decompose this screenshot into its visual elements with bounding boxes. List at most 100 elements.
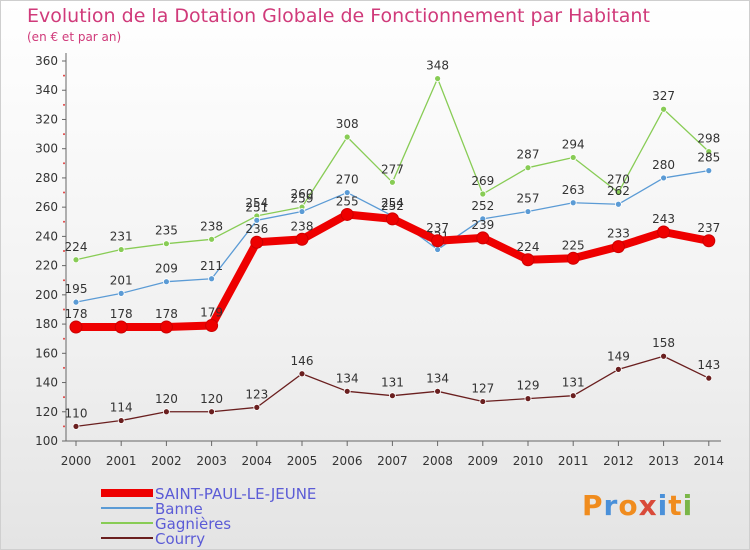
y-tick-label: 120 — [35, 405, 58, 419]
legend-label: Gagnières — [155, 515, 232, 533]
y-tick-label: 240 — [35, 229, 58, 243]
data-point — [569, 154, 577, 161]
data-point — [705, 374, 713, 382]
data-label: 259 — [291, 192, 314, 206]
logo-letter: t — [668, 489, 683, 522]
data-point — [705, 167, 713, 175]
data-point — [479, 190, 487, 198]
legend-swatch — [101, 522, 153, 524]
data-point — [615, 365, 622, 373]
data-label: 158 — [652, 336, 675, 350]
y-minor-tick — [63, 191, 65, 194]
y-minor-tick — [63, 366, 65, 369]
data-point — [569, 199, 577, 207]
data-label: 308 — [336, 117, 359, 131]
x-tick-label: 2005 — [287, 454, 318, 468]
data-point — [434, 75, 442, 82]
x-tick-label: 2006 — [332, 454, 363, 468]
y-tick-label: 340 — [35, 83, 58, 97]
data-label: 134 — [426, 371, 449, 385]
data-label: 120 — [155, 392, 178, 406]
data-point — [476, 231, 490, 245]
y-minor-tick — [63, 396, 65, 399]
data-label: 269 — [471, 174, 494, 188]
data-point — [660, 352, 667, 360]
y-tick-label: 100 — [35, 434, 58, 448]
data-label: 263 — [562, 183, 585, 197]
data-label: 294 — [562, 137, 585, 151]
data-label: 287 — [517, 148, 540, 162]
x-tick-label: 2003 — [196, 454, 227, 468]
data-label: 127 — [471, 382, 494, 396]
y-minor-tick — [63, 425, 65, 428]
legend-label: Courry — [155, 530, 206, 548]
data-label: 348 — [426, 59, 449, 73]
data-point — [431, 234, 445, 248]
data-point — [521, 253, 535, 267]
y-tick-label: 180 — [35, 317, 58, 331]
data-label: 231 — [110, 230, 133, 244]
line-chart: 100 120 140 160 180 200 220 240 260 280 300 320 340 3… — [35, 53, 724, 468]
y-tick-label: 360 — [35, 54, 58, 68]
data-label: 114 — [110, 401, 133, 415]
x-tick-label: 2007 — [377, 454, 408, 468]
data-point — [702, 234, 716, 248]
data-label: 178 — [155, 307, 178, 321]
data-label: 280 — [652, 158, 675, 172]
y-tick-label: 260 — [35, 200, 58, 214]
data-label: 146 — [291, 354, 314, 368]
data-label: 277 — [381, 162, 404, 176]
data-label: 149 — [607, 349, 630, 363]
data-point — [343, 387, 351, 395]
proxiti-logo: Proxiti — [582, 489, 693, 522]
data-label: 201 — [110, 273, 133, 287]
x-tick-label: 2010 — [513, 454, 544, 468]
data-label: 252 — [471, 199, 494, 213]
x-tick-label: 2000 — [61, 454, 92, 468]
logo-letter: P — [582, 489, 604, 522]
data-label: 298 — [697, 132, 720, 146]
y-minor-tick — [63, 337, 65, 340]
x-tick-label: 2001 — [106, 454, 137, 468]
data-label: 233 — [607, 227, 630, 241]
data-point — [340, 207, 354, 221]
data-label: 270 — [607, 173, 630, 187]
data-point — [253, 216, 261, 224]
data-point — [524, 164, 532, 172]
y-minor-tick — [63, 103, 65, 106]
data-label: 131 — [381, 376, 404, 390]
data-label: 179 — [200, 306, 223, 320]
data-point — [208, 408, 216, 416]
data-point — [159, 320, 173, 334]
legend-label: Banne — [155, 500, 203, 518]
legend-swatch — [101, 537, 153, 539]
data-label: 224 — [517, 240, 540, 254]
data-point — [162, 408, 170, 416]
chart-subtitle: (en € et par an) — [27, 30, 122, 44]
y-minor-tick — [63, 133, 65, 136]
data-point — [615, 200, 622, 208]
data-label: 235 — [155, 224, 178, 238]
data-label: 224 — [65, 240, 88, 254]
y-tick-label: 320 — [35, 112, 58, 126]
y-minor-tick — [63, 308, 65, 311]
data-label: 237 — [697, 221, 720, 235]
data-point — [660, 105, 667, 113]
data-label: 270 — [336, 173, 359, 187]
data-label: 134 — [336, 371, 359, 385]
legend-swatch — [101, 507, 153, 509]
data-label: 110 — [65, 406, 88, 420]
x-tick-label: 2012 — [603, 454, 634, 468]
data-point — [253, 403, 261, 411]
data-point — [298, 208, 306, 215]
data-point — [566, 251, 580, 265]
y-minor-tick — [63, 74, 65, 77]
data-label: 252 — [381, 199, 404, 213]
y-tick-label: 300 — [35, 142, 58, 156]
data-label: 238 — [200, 219, 223, 233]
y-tick-label: 160 — [35, 346, 58, 360]
data-point — [343, 133, 351, 141]
logo-letter: i — [657, 489, 669, 522]
data-label: 262 — [607, 184, 630, 198]
y-minor-tick — [63, 162, 65, 165]
